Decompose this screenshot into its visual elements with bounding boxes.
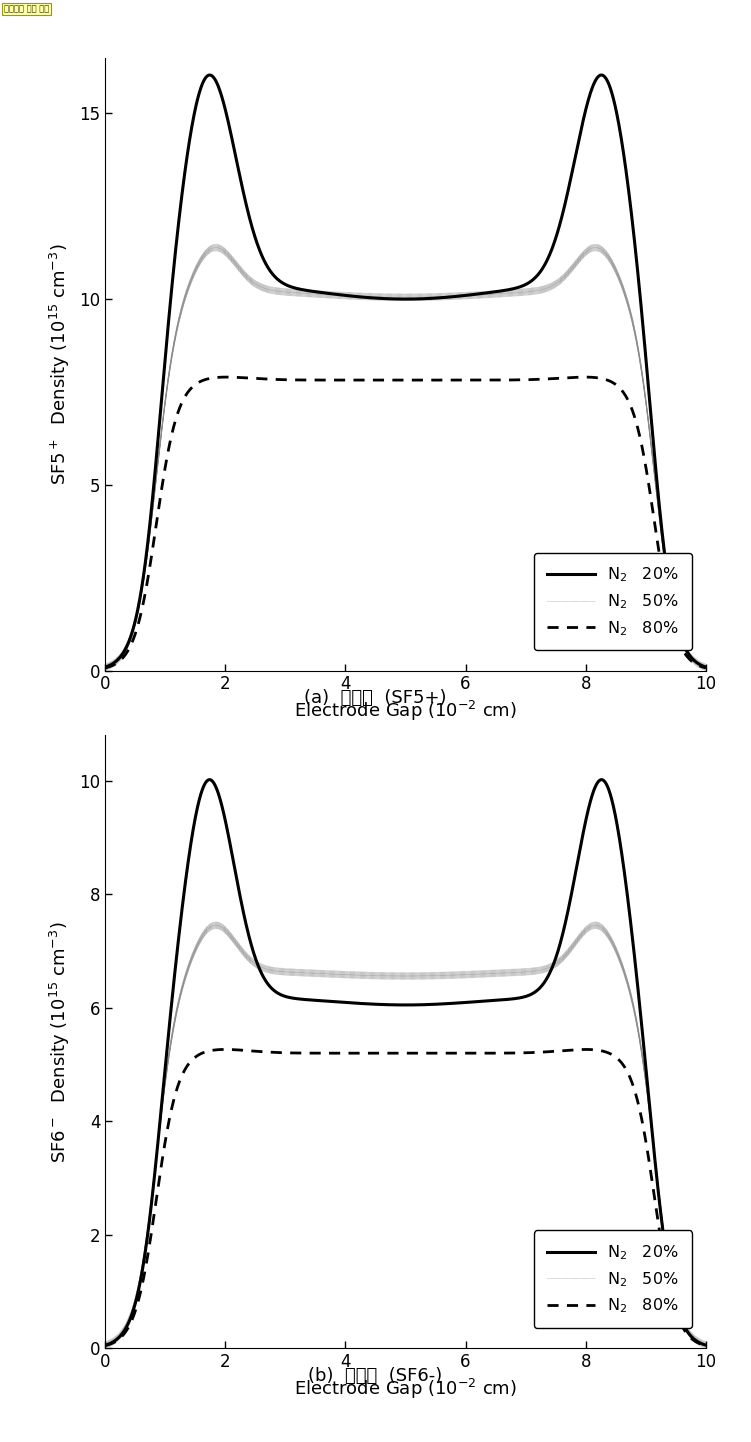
N$_2$   80% (331, 372, 340, 389)
N$_2$   20% (101, 659, 110, 676)
N$_2$   20% (625, 906, 634, 923)
N$_2$   80% (357, 372, 366, 389)
N$_2$   20% (701, 1337, 710, 1354)
N$_2$   80% (625, 1069, 634, 1086)
Text: (a)  정이온  (SF5+): (a) 정이온 (SF5+) (304, 689, 447, 707)
Line: N$_2$   20%: N$_2$ 20% (105, 780, 706, 1345)
X-axis label: Electrode Gap (10$^{-2}$ cm): Electrode Gap (10$^{-2}$ cm) (294, 699, 517, 722)
N$_2$   80% (101, 659, 110, 676)
N$_2$   80% (169, 418, 178, 435)
N$_2$   50% (211, 917, 220, 934)
N$_2$   20% (101, 1337, 110, 1354)
N$_2$   80% (205, 1043, 214, 1060)
N$_2$   20% (205, 771, 214, 789)
N$_2$   20% (169, 260, 178, 277)
N$_2$   20% (625, 190, 634, 208)
N$_2$   80% (205, 371, 214, 388)
Y-axis label: SF6$^-$  Density (10$^{15}$ cm$^{-3}$): SF6$^-$ Density (10$^{15}$ cm$^{-3}$) (48, 921, 72, 1162)
N$_2$   50% (701, 1337, 710, 1354)
N$_2$   80% (221, 1041, 230, 1058)
N$_2$   80% (625, 395, 634, 412)
N$_2$   80% (169, 1092, 178, 1109)
N$_2$   50% (690, 1330, 699, 1347)
N$_2$   50% (331, 966, 340, 983)
Text: 도큐멘트 크기 축소: 도큐멘트 크기 축소 (4, 4, 49, 13)
N$_2$   50% (625, 982, 634, 999)
N$_2$   50% (331, 287, 340, 304)
N$_2$   20% (690, 652, 699, 669)
N$_2$   50% (625, 301, 634, 319)
N$_2$   80% (690, 655, 699, 672)
Line: N$_2$   20%: N$_2$ 20% (105, 75, 706, 668)
N$_2$   20% (169, 975, 178, 992)
N$_2$   20% (205, 66, 214, 84)
N$_2$   50% (169, 337, 178, 355)
N$_2$   80% (101, 1337, 110, 1354)
N$_2$   20% (357, 288, 366, 306)
N$_2$   80% (357, 1044, 366, 1061)
N$_2$   20% (205, 66, 214, 84)
N$_2$   50% (205, 241, 214, 258)
Line: N$_2$   80%: N$_2$ 80% (105, 1050, 706, 1345)
N$_2$   20% (357, 995, 366, 1012)
Line: N$_2$   80%: N$_2$ 80% (105, 378, 706, 668)
X-axis label: Electrode Gap (10$^{-2}$ cm): Electrode Gap (10$^{-2}$ cm) (294, 1377, 517, 1400)
N$_2$   20% (331, 994, 340, 1011)
N$_2$   80% (331, 1044, 340, 1061)
N$_2$   50% (205, 919, 214, 936)
N$_2$   80% (222, 369, 231, 386)
N$_2$   20% (690, 1331, 699, 1348)
N$_2$   50% (101, 659, 110, 676)
N$_2$   80% (701, 1337, 710, 1354)
N$_2$   50% (690, 652, 699, 669)
Line: N$_2$   50%: N$_2$ 50% (105, 248, 706, 668)
N$_2$   50% (101, 1337, 110, 1354)
N$_2$   20% (701, 659, 710, 676)
Legend: N$_2$   20%, N$_2$   50%, N$_2$   80%: N$_2$ 20%, N$_2$ 50%, N$_2$ 80% (534, 1230, 692, 1328)
N$_2$   80% (690, 1332, 699, 1350)
Text: (b)  음이온  (SF6-): (b) 음이온 (SF6-) (309, 1367, 442, 1384)
N$_2$   80% (701, 659, 710, 676)
N$_2$   50% (357, 288, 366, 306)
Line: N$_2$   50%: N$_2$ 50% (105, 926, 706, 1345)
N$_2$   20% (331, 286, 340, 303)
Legend: N$_2$   20%, N$_2$   50%, N$_2$   80%: N$_2$ 20%, N$_2$ 50%, N$_2$ 80% (534, 552, 692, 650)
N$_2$   50% (169, 1018, 178, 1035)
N$_2$   20% (205, 771, 214, 789)
N$_2$   50% (701, 659, 710, 676)
Y-axis label: SF5$^+$  Density (10$^{15}$ cm$^{-3}$): SF5$^+$ Density (10$^{15}$ cm$^{-3}$) (48, 244, 72, 485)
N$_2$   50% (357, 966, 366, 983)
N$_2$   50% (211, 239, 220, 257)
